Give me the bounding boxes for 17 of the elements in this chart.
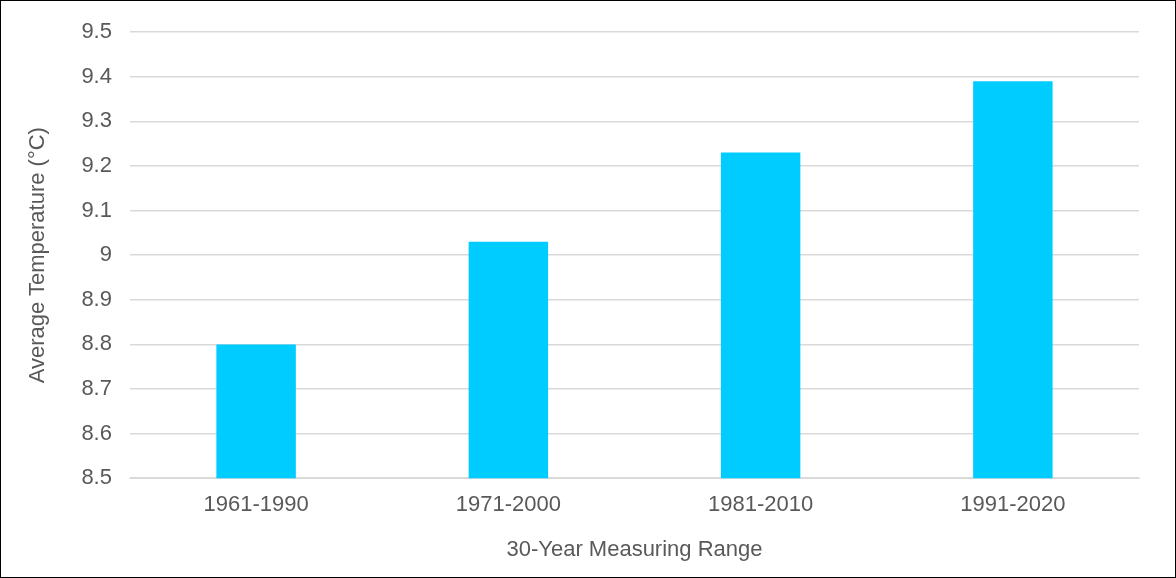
y-tick-label: 9.3 [81,107,112,133]
y-axis-title: Average Temperature (°C) [24,127,50,384]
y-tick-label: 8.6 [81,419,112,445]
y-tick-label: 9.2 [81,152,112,178]
y-tick-label: 9.4 [81,62,112,88]
y-tick-label: 8.5 [81,464,112,490]
y-tick-label: 8.9 [81,285,112,311]
y-tick-label: 9.5 [81,18,112,44]
y-tick-label: 8.7 [81,375,112,401]
x-tick-label: 1971-2000 [455,491,561,517]
x-tick-label: 1981-2010 [708,491,814,517]
x-tick-label: 1961-1990 [203,491,309,517]
x-tick-label: 1991-2020 [960,491,1066,517]
y-tick-label: 9.1 [81,196,112,222]
x-axis-title: 30-Year Measuring Range [506,535,763,561]
y-tick-label: 8.8 [81,330,112,356]
y-tick-label: 9 [99,241,112,267]
